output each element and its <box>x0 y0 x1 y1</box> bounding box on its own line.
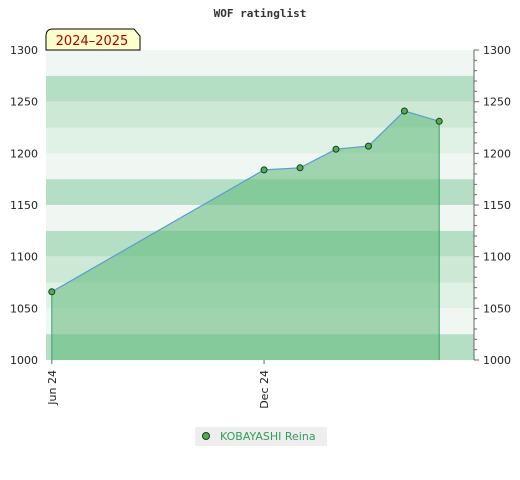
y-tick-label-left: 1000 <box>10 354 38 367</box>
season-badge: 2024–2025 <box>45 28 141 51</box>
series-fill <box>51 110 440 360</box>
y-tick-label-right: 1100 <box>483 251 511 264</box>
season-badge-box <box>45 28 141 51</box>
y-tick-label-right: 1250 <box>483 96 511 109</box>
x-tick-label: Jun 24 <box>46 370 59 406</box>
data-point <box>296 164 304 172</box>
data-point <box>435 117 443 125</box>
x-tick-label: Dec 24 <box>258 370 271 409</box>
axes: 1000 1000 1050 1050 1100 1100 1150 1150 1200 1200… <box>10 44 511 409</box>
y-tick-label-left: 1300 <box>10 44 38 57</box>
y-tick-label-right: 1050 <box>483 302 511 315</box>
series-markers <box>48 107 443 296</box>
y-tick-label-left: 1050 <box>10 302 38 315</box>
data-point <box>332 145 340 153</box>
y-tick-label-right: 1200 <box>483 147 511 160</box>
legend-marker <box>202 432 210 440</box>
y-tick-label-right: 1300 <box>483 44 511 57</box>
data-point <box>364 142 372 150</box>
y-tick-label-left: 1250 <box>10 96 38 109</box>
data-point <box>260 166 268 174</box>
y-tick-label-right: 1000 <box>483 354 511 367</box>
data-point <box>48 288 56 296</box>
y-tick-label-right: 1150 <box>483 199 511 212</box>
background-band <box>46 75 474 102</box>
y-tick-label-left: 1100 <box>10 251 38 264</box>
chart-title: WOF ratinglist <box>214 7 307 20</box>
data-point <box>400 107 408 115</box>
legend-box <box>195 427 327 446</box>
season-label: 2024–2025 <box>56 34 129 49</box>
background-band <box>46 50 474 76</box>
legend[interactable]: KOBAYASHI Reina <box>195 427 327 446</box>
y-tick-label-left: 1150 <box>10 199 38 212</box>
y-tick-label-left: 1200 <box>10 147 38 160</box>
legend-series-name: KOBAYASHI Reina <box>220 430 316 443</box>
